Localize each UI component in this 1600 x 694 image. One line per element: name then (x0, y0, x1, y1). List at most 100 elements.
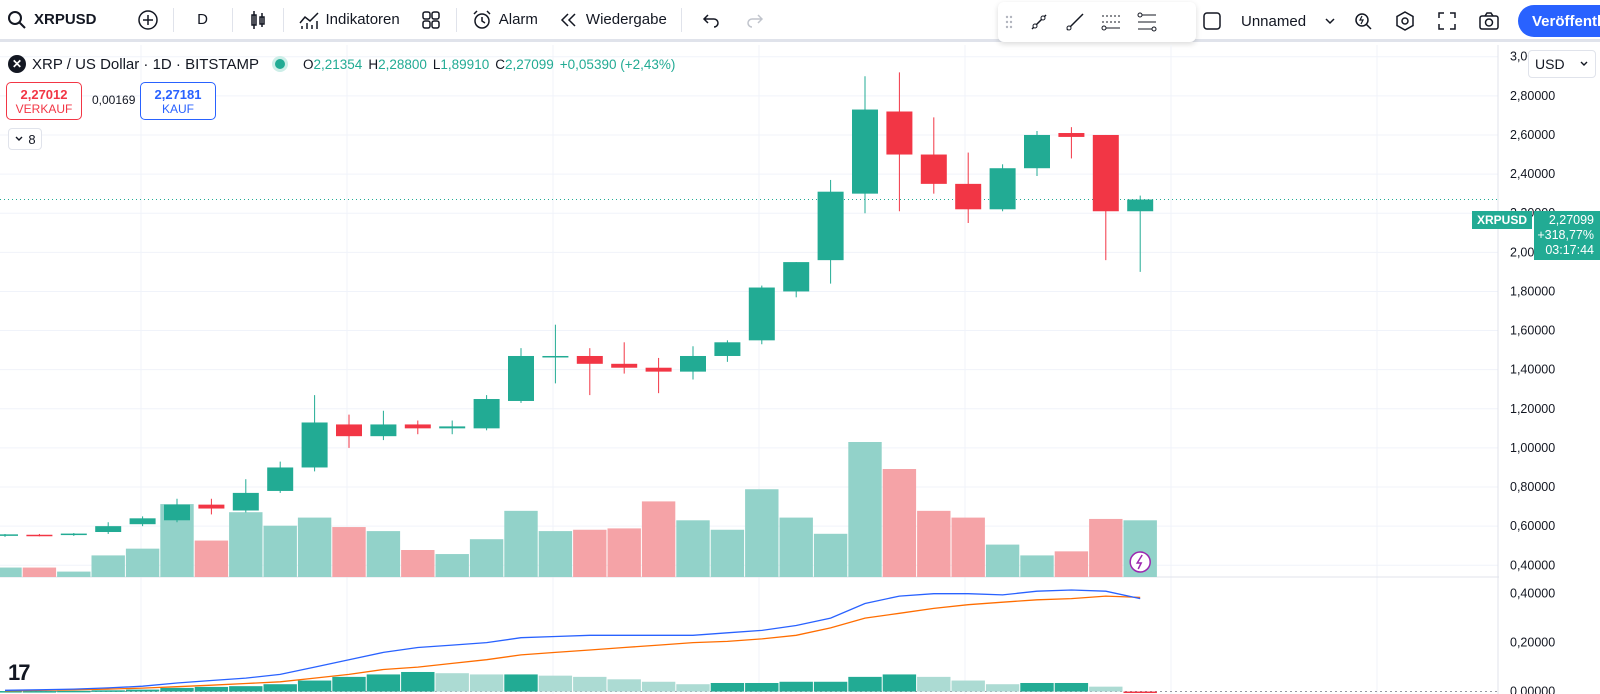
trend-line-icon[interactable] (1028, 11, 1050, 33)
candle-body (473, 399, 500, 429)
divider (282, 7, 284, 32)
alarm-label: Alarm (498, 11, 538, 28)
osc-tick-label: 0,00000 (1510, 685, 1555, 694)
high-value: 2,28800 (378, 56, 427, 72)
rewind-icon (560, 12, 576, 27)
osc-histogram-bar (710, 682, 745, 692)
undo-button[interactable] (686, 0, 736, 41)
osc-histogram-bar (332, 676, 366, 692)
sell-label: VERKAUF (15, 101, 73, 116)
osc-histogram-bar (813, 681, 848, 692)
price-tick-label: 1,00000 (1510, 441, 1555, 455)
publish-label: Veröffentli (1532, 12, 1600, 30)
replay-label: Wiedergabe (585, 11, 667, 28)
buy-button[interactable]: 2,27181 KAUF (140, 82, 216, 120)
volume-bar (332, 527, 366, 577)
templates-button[interactable] (410, 0, 452, 41)
collapse-indicators-button[interactable]: 8 (8, 128, 42, 150)
candle-body (989, 168, 1016, 210)
candle-body (1092, 134, 1119, 212)
ray-line-icon[interactable] (1064, 11, 1086, 33)
candle-body (404, 424, 431, 429)
osc-histogram-bar (297, 680, 332, 692)
interval-button[interactable]: D (178, 0, 228, 41)
candle-body (232, 492, 259, 511)
candle-body (1058, 133, 1085, 137)
volume-bar (1089, 518, 1123, 577)
toolbar-right-icons (1352, 0, 1500, 42)
candle-body (336, 424, 362, 437)
volume-bar (504, 510, 538, 577)
redo-button[interactable] (736, 0, 774, 41)
osc-histogram-bar (951, 680, 985, 692)
symbol-search[interactable]: XRPUSD (0, 0, 107, 41)
volume-bar (57, 571, 91, 577)
chart-canvas[interactable]: 0,40000 0,60000 0,80000 1,00000 1,20000 1,400… (0, 45, 1600, 694)
volume-bar (469, 539, 504, 577)
candle-body (886, 111, 913, 155)
price-tick-label: 2,80000 (1510, 89, 1555, 103)
add-symbol-button[interactable] (127, 0, 169, 41)
indicator-count: 8 (28, 131, 36, 147)
fullscreen-icon[interactable] (1436, 10, 1458, 32)
chart-type-button[interactable] (237, 0, 279, 41)
osc-histogram-bar (917, 676, 951, 692)
redo-icon (747, 13, 763, 28)
price-tick-label: 0,40000 (1510, 558, 1555, 572)
chart-legend: ✕ XRP / US Dollar · 1D · BITSTAMP O2,213… (8, 55, 675, 73)
osc-histogram-bar (1089, 686, 1123, 692)
price-axis: 0,40000 0,60000 0,80000 1,00000 1,20000 1,400… (1499, 45, 1600, 694)
alarm-button[interactable]: Alarm (461, 0, 548, 41)
close-value: 2,27099 (504, 56, 554, 72)
volume-bar (1054, 551, 1089, 577)
camera-icon[interactable] (1478, 10, 1500, 32)
symbol-label: XRPUSD (34, 11, 97, 28)
candle-body (645, 367, 672, 372)
legend-title[interactable]: XRP / US Dollar · 1D · BITSTAMP (32, 55, 259, 73)
volume-bar (125, 548, 160, 577)
volume-bar (1020, 555, 1054, 577)
osc-histogram-bar (676, 684, 710, 692)
candle-body (164, 504, 190, 521)
publish-button[interactable]: Veröffentli (1518, 5, 1600, 37)
drag-handle-icon[interactable] (1004, 12, 1014, 32)
settings-icon[interactable] (1394, 10, 1416, 32)
osc-histogram-bar (1020, 682, 1054, 692)
candle-body (783, 262, 810, 292)
osc-macd-line (4, 589, 1141, 691)
osc-histogram-bar (22, 691, 57, 693)
candle-body (301, 422, 328, 468)
candle-body (60, 533, 87, 536)
volume-bar (91, 555, 125, 577)
replay-button[interactable]: Wiedergabe (548, 0, 677, 41)
price-tick-label: 2,40000 (1510, 167, 1555, 181)
osc-histogram-bar (57, 690, 91, 693)
sell-button[interactable]: 2,27012 VERKAUF (6, 82, 82, 120)
volume-bar (641, 501, 676, 577)
market-status-icon[interactable] (275, 59, 285, 69)
axis-background (1499, 45, 1600, 694)
grid-icon (421, 10, 440, 29)
currency-label: USD (1535, 56, 1565, 72)
indicators-button[interactable]: Indikatoren (288, 0, 410, 41)
parallel-channel-icon[interactable] (1136, 11, 1158, 33)
candle-body (370, 424, 397, 437)
tradingview-logo[interactable]: 17 (8, 660, 31, 685)
divider (172, 7, 174, 32)
close-key: C (495, 56, 505, 72)
open-value: 2,21354 (313, 56, 363, 72)
layout-selector[interactable]: Unnamed (1203, 0, 1336, 42)
square-icon (1203, 12, 1221, 30)
currency-select[interactable]: USD (1528, 50, 1596, 78)
osc-histogram-bar (125, 689, 160, 692)
volume-bar (985, 544, 1020, 577)
osc-histogram-bar (91, 690, 125, 692)
osc-histogram-bar (573, 676, 607, 692)
sell-price: 2,27012 (20, 86, 68, 102)
quick-search-icon[interactable] (1352, 10, 1374, 32)
interval-label: D (197, 11, 208, 28)
volume-bar (882, 469, 917, 577)
volume-bar (366, 531, 401, 577)
osc-histogram-bar (641, 681, 676, 692)
fib-icon[interactable] (1100, 11, 1122, 33)
